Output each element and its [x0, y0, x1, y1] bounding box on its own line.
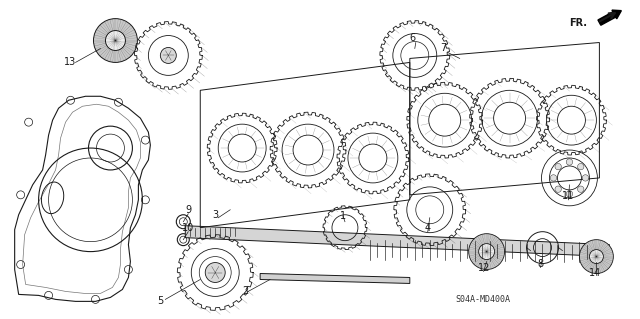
Text: 10: 10	[182, 223, 195, 233]
Circle shape	[566, 159, 573, 165]
Polygon shape	[186, 226, 609, 256]
Polygon shape	[260, 273, 410, 284]
Text: 14: 14	[589, 268, 602, 278]
Text: 9: 9	[185, 205, 191, 215]
Text: 3: 3	[212, 210, 218, 220]
Circle shape	[93, 19, 138, 63]
Text: 13: 13	[65, 57, 77, 67]
Text: FR.: FR.	[570, 18, 588, 28]
Text: S04A-MD400A: S04A-MD400A	[455, 295, 510, 304]
Circle shape	[161, 48, 176, 63]
Circle shape	[566, 191, 573, 197]
Circle shape	[577, 163, 584, 170]
Text: 8: 8	[538, 258, 543, 269]
Text: 4: 4	[425, 223, 431, 233]
Text: 2: 2	[242, 286, 248, 296]
Text: 1: 1	[340, 211, 346, 221]
Circle shape	[555, 186, 561, 192]
Text: 7: 7	[440, 43, 447, 54]
Circle shape	[468, 234, 504, 270]
Circle shape	[582, 175, 589, 181]
Circle shape	[589, 249, 604, 263]
Text: 11: 11	[563, 191, 575, 201]
Circle shape	[577, 186, 584, 192]
Circle shape	[550, 175, 557, 181]
Text: 6: 6	[410, 33, 416, 42]
FancyArrow shape	[598, 10, 621, 25]
Circle shape	[479, 244, 495, 260]
Text: 5: 5	[157, 296, 163, 306]
Circle shape	[106, 31, 125, 50]
Circle shape	[579, 240, 613, 273]
Text: 12: 12	[477, 263, 490, 272]
Circle shape	[205, 263, 225, 282]
Circle shape	[555, 163, 561, 170]
